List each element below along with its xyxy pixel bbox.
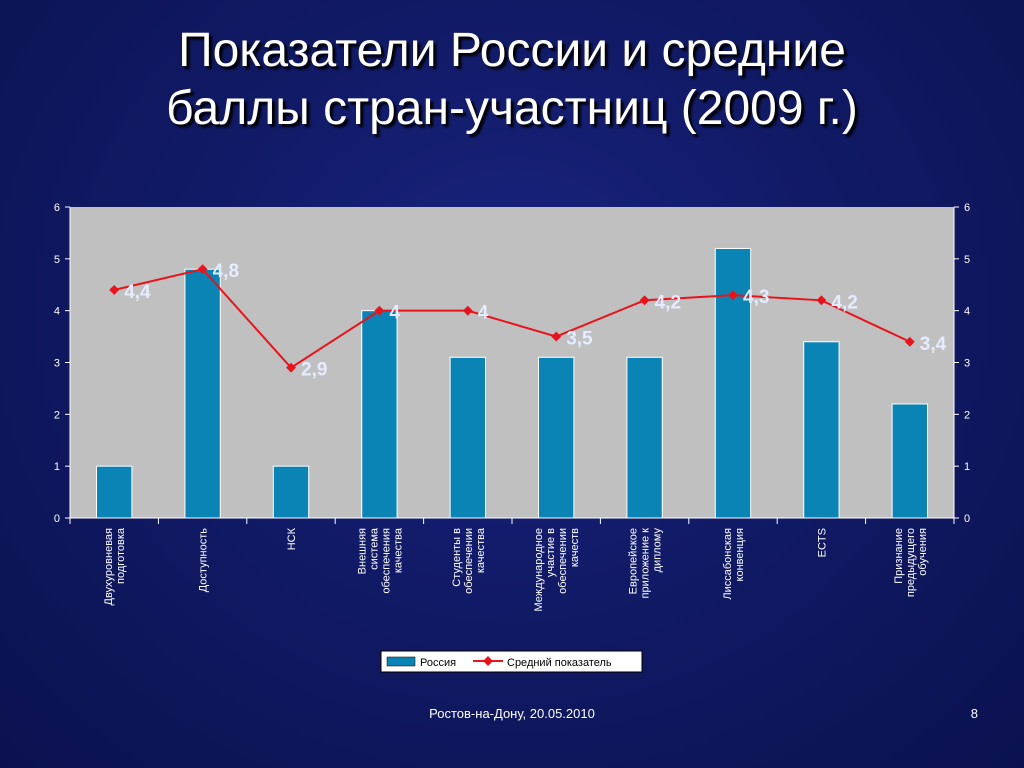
- data-labels: 4,4 4,8 2,9 4 4 3,5 4,2 4,3 4,2 3,4: [124, 261, 946, 380]
- data-label-average: 4: [389, 303, 400, 324]
- category-label-line: система: [368, 527, 380, 570]
- bar-russia: [803, 341, 840, 519]
- y-tick-label-left: 6: [54, 202, 60, 214]
- legend-box: [380, 650, 643, 673]
- category-label: Студенты вобеспечениикачества: [451, 527, 487, 594]
- y-tick-label-left: 4: [54, 306, 60, 318]
- legend-label-average: Средний показатель: [507, 657, 612, 669]
- footer-text: Ростов-на-Дону, 20.05.2010: [429, 706, 595, 721]
- legend-label-russia: Россия: [420, 657, 456, 669]
- category-label-line: качеств: [569, 528, 581, 567]
- category-label-line: обеспечении: [463, 528, 475, 594]
- line-series-average: [109, 264, 915, 373]
- category-label-line: обеспечения: [380, 528, 392, 594]
- y-tick-label-right: 4: [964, 306, 970, 318]
- category-label: Внешняясистемаобеспечениякачества: [356, 527, 404, 594]
- data-label-average: 4: [478, 303, 489, 324]
- page-number: 8: [970, 706, 978, 721]
- marker-average: [286, 362, 296, 373]
- category-label: Лиссабонскаяконвенция: [722, 528, 746, 600]
- category-label: Европейскоеприложение кдиплому: [628, 528, 664, 599]
- y-tick-label-right: 3: [964, 358, 970, 370]
- category-label-line: приложение к: [640, 528, 652, 599]
- bar-russia: [891, 403, 928, 519]
- data-label-average: 3,5: [566, 329, 593, 350]
- y-tick-label-left: 2: [54, 409, 60, 421]
- category-label-line: предыдущего: [905, 528, 917, 597]
- y-tick-label-right: 0: [964, 513, 970, 525]
- category-label-line: Признание: [893, 528, 905, 584]
- bar-russia: [626, 356, 663, 519]
- category-label: НСК: [286, 527, 298, 550]
- category-label-line: ECTS: [816, 528, 828, 557]
- data-label-average: 3,4: [920, 334, 947, 355]
- bar-russia: [96, 465, 133, 519]
- y-tick-label-right: 2: [964, 409, 970, 421]
- y-tick-label-left: 3: [54, 358, 60, 370]
- category-label-line: Международное: [533, 528, 545, 611]
- category-label: Доступность: [198, 528, 210, 593]
- category-label-line: подготовка: [115, 527, 127, 584]
- category-label-line: обучения: [917, 528, 929, 576]
- data-label-average: 2,9: [301, 360, 327, 381]
- slide-title: Показатели России и средние баллы стран-…: [0, 22, 1024, 138]
- marker-average: [904, 336, 915, 347]
- category-label: Признаниепредыдущегообучения: [893, 528, 929, 597]
- marker-average: [639, 295, 650, 306]
- category-label-line: Внешняя: [356, 528, 368, 574]
- category-label-line: Двухуровневая: [103, 528, 115, 606]
- category-label-line: Европейское: [628, 528, 640, 594]
- slide-title-line-1: Показатели России и средние: [178, 24, 846, 77]
- category-label-line: качества: [392, 527, 404, 573]
- category-label-line: Студенты в: [451, 528, 463, 587]
- data-label-average: 4,3: [743, 287, 769, 308]
- category-labels: Двухуровневаяподготовка Доступность НСК Вне…: [103, 527, 929, 611]
- x-axis: [69, 517, 955, 524]
- marker-average: [551, 331, 562, 342]
- y-tick-label-right: 5: [964, 254, 970, 266]
- y-tick-label-left: 1: [54, 461, 60, 473]
- marker-average: [197, 264, 208, 275]
- marker-average: [462, 305, 473, 316]
- data-label-average: 4,2: [655, 292, 681, 313]
- category-label-line: качества: [475, 527, 487, 573]
- y-tick-label-right: 1: [964, 461, 970, 473]
- legend: Россия Средний показатель: [380, 650, 643, 673]
- legend-marker-average: [483, 656, 493, 666]
- y-axis-right: 0 1 2 3 4 5 6: [953, 202, 970, 525]
- marker-average: [374, 305, 385, 316]
- category-label-line: участие в: [545, 528, 557, 577]
- y-tick-label-left: 0: [54, 513, 60, 525]
- category-label-line: Лиссабонская: [722, 528, 734, 600]
- bar-russia: [361, 310, 398, 519]
- marker-average: [728, 290, 738, 301]
- y-axis-left: 0 1 2 3 4 5 6: [54, 202, 71, 525]
- bar-russia: [272, 465, 310, 519]
- data-label-average: 4,8: [213, 261, 239, 282]
- data-label-average: 4,2: [831, 292, 857, 313]
- category-label-line: диплому: [652, 528, 664, 573]
- data-label-average: 4,4: [124, 282, 151, 303]
- line-average: [113, 268, 911, 369]
- bar-russia: [538, 356, 575, 519]
- category-label-line: Доступность: [198, 528, 210, 593]
- category-label-line: обеспечении: [557, 528, 569, 594]
- category-label-line: НСК: [286, 527, 298, 550]
- bar-series-russia: [96, 247, 928, 519]
- category-label: ECTS: [816, 528, 828, 557]
- category-label: Международноеучастие вобеспечениикачеств: [533, 528, 581, 612]
- slide-title-line-2: баллы стран-участниц (2009 г.): [166, 82, 858, 135]
- bar-russia: [184, 268, 221, 519]
- y-tick-label-right: 6: [964, 202, 970, 214]
- category-label: Двухуровневаяподготовка: [103, 527, 127, 605]
- legend-swatch-russia: [386, 656, 416, 667]
- category-label-line: конвенция: [734, 528, 746, 581]
- marker-average: [816, 295, 827, 306]
- y-tick-label-left: 5: [54, 254, 60, 266]
- bar-russia: [449, 356, 486, 519]
